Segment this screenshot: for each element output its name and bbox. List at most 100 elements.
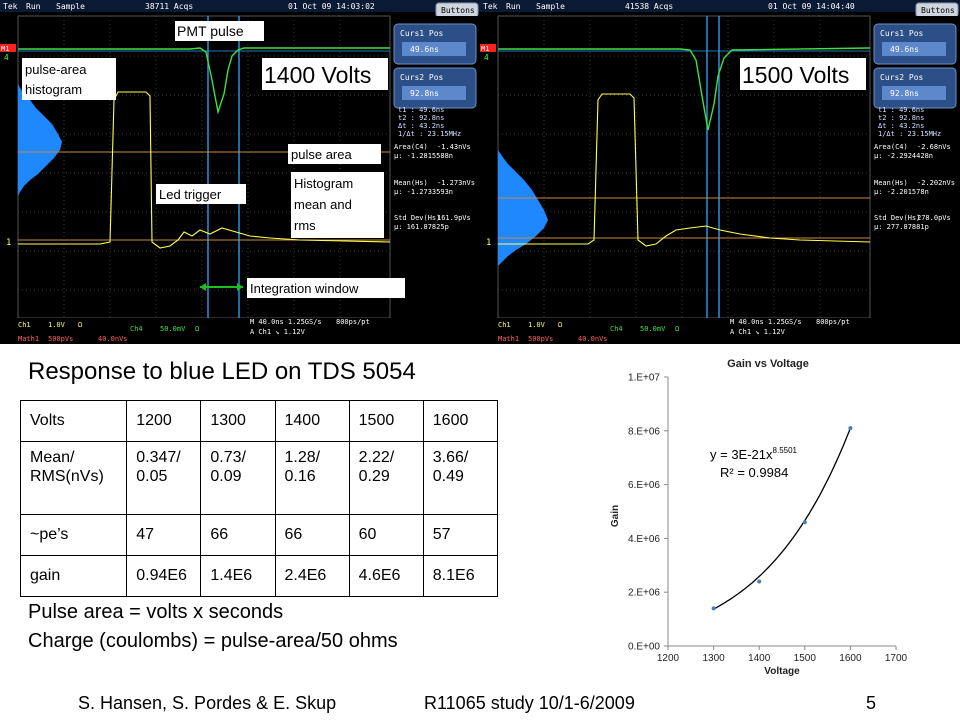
mean-value: -2.202nVs bbox=[917, 179, 955, 187]
results-table: Volts 1200 1300 1400 1500 1600 Mean/ RMS… bbox=[19, 400, 499, 597]
data-point bbox=[711, 606, 716, 611]
histogram-stats-label-line3: rms bbox=[294, 218, 316, 233]
chart-y-label: Gain bbox=[610, 505, 621, 527]
scope-acq-count: 41538 Acqs bbox=[625, 2, 673, 11]
table-cell: 1500 bbox=[348, 400, 424, 442]
histogram-stats-label-line1: Histogram bbox=[294, 176, 353, 191]
pulse-area-histogram bbox=[18, 84, 62, 196]
footer-authors: S. Hansen, S. Pordes & E. Skup bbox=[78, 693, 337, 713]
scope-footer bbox=[480, 318, 960, 344]
table-row: Volts 1200 1300 1400 1500 1600 bbox=[19, 400, 499, 442]
curs1-value: 49.6ns bbox=[410, 45, 439, 54]
data-point bbox=[757, 579, 762, 584]
table-cell: 0.94E6 bbox=[126, 555, 202, 597]
scope-mode: Run bbox=[506, 2, 521, 11]
chart-title: Gain vs Voltage bbox=[727, 358, 809, 370]
table-cell: 4.6E6 bbox=[348, 555, 424, 597]
integration-window-label-box bbox=[247, 278, 405, 298]
std-mu: μ: 161.87825p bbox=[394, 223, 449, 231]
ch1-omega: Ω bbox=[558, 321, 562, 329]
resolution: 800ps/pt bbox=[816, 318, 850, 326]
scope-header-bar bbox=[0, 0, 480, 12]
std-value: 278.0pVs bbox=[917, 214, 951, 222]
pmt-pulse-trace bbox=[18, 47, 390, 115]
table-row: Mean/ RMS(nVs) 0.347/ 0.05 0.73/ 0.09 1.… bbox=[19, 441, 499, 515]
scope-side-panel bbox=[872, 16, 960, 318]
voltage-label: 1400 Volts bbox=[264, 62, 371, 88]
cursor-t2: t2 : 92.8ns bbox=[878, 114, 924, 122]
curs1-value: 49.6ns bbox=[890, 45, 919, 54]
charge-note: Charge (coulombs) = pulse-area/50 ohms bbox=[28, 630, 398, 652]
curs1-value-box bbox=[882, 42, 946, 56]
trigger-readout: A Ch1 ↘ 1.12V bbox=[250, 328, 306, 336]
marker-ch1: 1 bbox=[486, 238, 491, 248]
marker-m1 bbox=[0, 44, 16, 52]
scope-mode: Run bbox=[26, 2, 41, 11]
curs2-value: 92.8ns bbox=[410, 89, 439, 98]
table-cell: Volts bbox=[19, 400, 128, 442]
pmt-pulse-label: PMT pulse bbox=[177, 23, 244, 39]
cursor-t2: t2 : 92.8ns bbox=[398, 114, 444, 122]
led-trigger-trace bbox=[498, 93, 871, 247]
pulse-area-note: Pulse area = volts x seconds bbox=[28, 601, 284, 623]
ch4-omega: Ω bbox=[675, 325, 679, 333]
table-cell: Mean/ RMS(nVs) bbox=[19, 441, 128, 515]
math1-scale: 500pVs bbox=[48, 335, 73, 343]
x-tick-label: 1400 bbox=[748, 653, 771, 664]
mean-label: Mean(Hs) bbox=[394, 179, 428, 187]
ch1-readout: Ch1 bbox=[18, 321, 31, 329]
curs2-value-box bbox=[882, 86, 946, 100]
slide-heading: Response to blue LED on TDS 5054 bbox=[28, 358, 416, 385]
pulse-area-histogram-label-box bbox=[22, 58, 116, 100]
cursor-t1: t1 : 49.6ns bbox=[398, 106, 444, 114]
table-cell: 8.1E6 bbox=[422, 555, 499, 597]
cursor-dt: Δt : 43.2ns bbox=[398, 122, 444, 130]
curs1-label: Curs1 Pos bbox=[880, 29, 924, 38]
math1-readout: Math1 bbox=[498, 335, 519, 343]
pulse-area-histogram-label-line1: pulse-area bbox=[25, 62, 87, 77]
table-cell: 2.4E6 bbox=[274, 555, 350, 597]
cursor-inv-dt: 1/Δt : 23.15MHz bbox=[398, 130, 461, 138]
area-mu: μ: -2.2924428n bbox=[874, 152, 933, 160]
mean-mu: μ: -2.201578n bbox=[874, 188, 929, 196]
area-value: -1.43nVs bbox=[437, 143, 471, 151]
marker-m1-label: M1 bbox=[481, 45, 489, 53]
curs2-label: Curs2 Pos bbox=[400, 73, 444, 82]
voltage-label: 1500 Volts bbox=[742, 62, 849, 88]
x-tick-label: 1700 bbox=[885, 653, 908, 664]
scope-buttons-label: Buttons bbox=[921, 6, 955, 15]
timebase: M 40.0ns 1.25GS/s bbox=[250, 318, 322, 326]
marker-m1-label: M1 bbox=[1, 45, 9, 53]
table-cell: 1600 bbox=[422, 400, 499, 442]
ch4-omega: Ω bbox=[195, 325, 199, 333]
x-tick-label: 1300 bbox=[702, 653, 725, 664]
ch4-scale: 50.0mV bbox=[640, 325, 666, 333]
y-tick-label: 8.E+06 bbox=[628, 426, 660, 437]
table-cell: 0.73/ 0.09 bbox=[200, 441, 276, 515]
trigger-readout: A Ch1 ↘ 1.12V bbox=[730, 328, 786, 336]
ch1-scale: 1.0V bbox=[528, 321, 546, 329]
math1-scale-2: 40.0nVs bbox=[578, 335, 608, 343]
fit-curve bbox=[713, 427, 852, 610]
math1-scale-2: 40.0nVs bbox=[98, 335, 128, 343]
marker-ch4: 4 bbox=[4, 53, 9, 62]
scope-acq-mode: Sample bbox=[536, 2, 565, 11]
footer-study: R11065 study 10/1-6/2009 bbox=[424, 693, 635, 713]
table-cell: gain bbox=[19, 555, 128, 597]
scope-brand: Tek bbox=[3, 2, 18, 11]
pmt-pulse-label-box bbox=[175, 21, 264, 41]
data-point bbox=[848, 426, 853, 431]
gain-vs-voltage-chart: Gain vs Voltage Gain Voltage y = 3E-21x8… bbox=[610, 358, 908, 677]
scope-screenshot-1400v: Tek Run Sample 38711 Acqs 01 Oct 09 14:0… bbox=[0, 0, 480, 344]
marker-ch1: 1 bbox=[6, 238, 11, 248]
std-value: 161.9pVs bbox=[437, 214, 471, 222]
scope-datetime: 01 Oct 09 14:03:02 bbox=[288, 2, 375, 11]
ch1-scale: 1.0V bbox=[48, 321, 66, 329]
integration-arrow-left bbox=[200, 283, 206, 291]
curs2-label: Curs2 Pos bbox=[880, 73, 924, 82]
integration-window-label: Integration window bbox=[250, 281, 359, 296]
area-label: Area(C4) bbox=[874, 143, 908, 151]
integration-arrow-right bbox=[237, 283, 243, 291]
led-trigger-label-box bbox=[156, 184, 246, 204]
x-tick-label: 1600 bbox=[839, 653, 862, 664]
